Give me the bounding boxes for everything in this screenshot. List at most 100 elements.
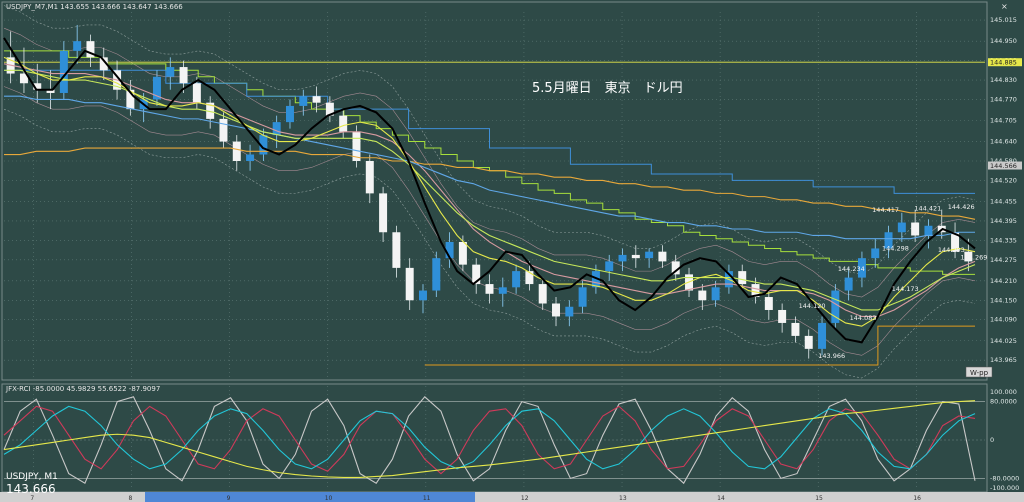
rci-oscillator: 100.000 80.0000 0 -80.0000 -100.000 (3, 388, 1019, 492)
candle-body (631, 254, 640, 259)
osc-tick-label: -80.0000 (990, 474, 1019, 482)
candle-body (379, 193, 388, 233)
price-tick-label: 145.015 (990, 16, 1017, 24)
candle-body (645, 251, 654, 259)
osc-tick-label: 100.000 (990, 388, 1017, 396)
candle-body (299, 96, 308, 106)
price-annotation: 144.234 (838, 265, 865, 273)
candle-body (658, 251, 667, 262)
price-annotation: 144.293 (938, 246, 965, 254)
candle-body (844, 277, 853, 291)
candle-body (485, 284, 494, 294)
candle-body (578, 287, 587, 307)
time-tick-label: 12 (521, 495, 529, 502)
price-annotation: 144.298 (882, 244, 909, 252)
candle-body (192, 83, 201, 103)
price-tick-label: 144.455 (990, 197, 1017, 205)
candles (6, 24, 973, 359)
candle-body (419, 290, 427, 301)
candle-body (565, 306, 574, 317)
time-tick-label: 11 (423, 495, 431, 502)
candle-body (804, 335, 813, 349)
price-tick-label: 144.580 (990, 157, 1017, 165)
price-annotation: 144.120 (799, 302, 826, 310)
candle-body (911, 222, 920, 236)
price-tag-bg (988, 161, 1022, 170)
candle-body (59, 50, 68, 93)
candle-body (897, 222, 906, 233)
price-tick-label: 144.210 (990, 277, 1017, 285)
candle-body (33, 83, 42, 90)
candle-body (711, 287, 720, 301)
price-annotation: 143.966 (818, 352, 845, 360)
price-tick-label: 144.275 (990, 256, 1017, 264)
wpp-button[interactable]: W-pp (970, 369, 989, 377)
ma_black (3, 37, 976, 344)
price-tick-label: 143.965 (990, 356, 1017, 364)
candle-body (924, 225, 933, 236)
candle-body (206, 102, 215, 119)
price-tick-label: 144.950 (990, 37, 1017, 45)
candle-body (738, 271, 747, 285)
candle-body (405, 267, 414, 301)
candle-body (857, 258, 866, 278)
price-axis: 145.015144.950144.890144.830144.770144.7… (988, 16, 1022, 364)
close-icon[interactable]: × (1001, 2, 1008, 11)
candle-body (751, 284, 760, 298)
price-tick-label: 144.090 (990, 316, 1017, 324)
candle-body (339, 115, 348, 132)
price-annotation: 144.083 (850, 314, 877, 322)
candle-body (591, 271, 600, 288)
time-axis-strip (0, 492, 1024, 502)
candle-body (99, 57, 108, 71)
price-annotation: 144.417 (872, 206, 899, 214)
osc-series (3, 405, 976, 475)
osc-tick-label: -100.000 (990, 484, 1019, 492)
price-annotation: 144.269 (960, 254, 987, 262)
time-tick-label: 15 (815, 495, 823, 502)
price-panel (1, 1, 988, 381)
candle-body (86, 41, 95, 58)
grid (4, 12, 985, 490)
candle-body (884, 232, 893, 249)
candle-body (605, 261, 614, 272)
symbol-label: USDJPY, M1 (6, 472, 58, 482)
price-annotation: 144.421 (914, 204, 941, 212)
candle-body (312, 96, 321, 103)
price-tick-label: 144.150 (990, 296, 1017, 304)
candle-body (445, 241, 454, 259)
time-tick-label: 7 (30, 495, 34, 502)
candle-body (525, 271, 534, 285)
price-tick-label: 144.335 (990, 236, 1017, 244)
price-annotation: 144.173 (892, 285, 919, 293)
price-tick-label: 144.770 (990, 95, 1017, 103)
candle-body (512, 271, 521, 288)
ma_orange (4, 147, 976, 220)
candle-body (818, 322, 827, 349)
candle-body (432, 258, 441, 291)
price-tick-label: 144.830 (990, 76, 1017, 84)
price-tick-label: 144.640 (990, 138, 1017, 146)
chart-title: 5.5月曜日 東京 ドル円 (532, 80, 683, 96)
time-tick-label: 14 (717, 495, 725, 502)
candle-body (126, 89, 135, 110)
price-tag-bg (988, 58, 1022, 67)
time-tick-label: 8 (129, 495, 133, 502)
candle-body (778, 309, 787, 323)
candle-body (219, 118, 228, 142)
ma_blue (4, 95, 975, 240)
candle-body (964, 251, 973, 262)
candle-body (73, 41, 82, 51)
time-tick-label: 10 (325, 495, 333, 502)
price-tick-label: 144.705 (990, 117, 1017, 125)
wpp-button-bg[interactable] (965, 366, 993, 378)
ma_pink (3, 63, 976, 318)
time-tick-label: 9 (227, 495, 231, 502)
osc-series (3, 400, 976, 478)
main-info-label: USDJPY_M7,M1 143.655 143.666 143.647 143… (6, 3, 183, 11)
candle-body (272, 122, 281, 136)
ma_yellow (3, 56, 976, 327)
candle-body (325, 102, 334, 116)
